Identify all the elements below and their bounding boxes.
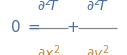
Text: $\partial^2\!T$: $\partial^2\!T$ <box>37 0 60 14</box>
Text: $\partial x^2$: $\partial x^2$ <box>37 43 60 55</box>
Text: $\partial^2\!T$: $\partial^2\!T$ <box>86 0 109 14</box>
Text: $\partial y^2$: $\partial y^2$ <box>86 43 109 55</box>
Text: $+$: $+$ <box>66 20 80 35</box>
Text: $0\ =$: $0\ =$ <box>10 20 41 35</box>
